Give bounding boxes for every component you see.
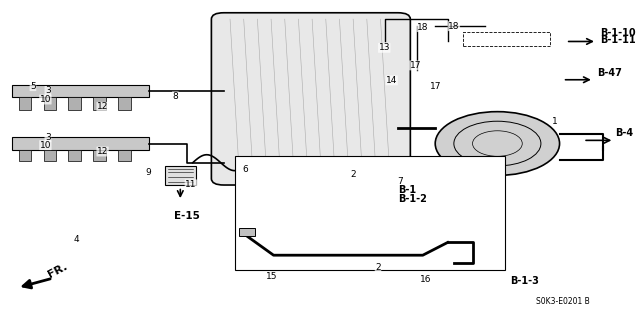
Text: B-4: B-4 [615,128,633,138]
Text: FR.: FR. [47,262,69,280]
Text: B-1-11: B-1-11 [600,35,636,45]
Bar [19,97,31,110]
Bar [463,32,550,46]
Text: 12: 12 [97,102,108,111]
Text: E-15: E-15 [173,211,200,220]
FancyBboxPatch shape [211,13,410,185]
Text: B-1-10: B-1-10 [600,28,636,38]
Text: 14: 14 [386,76,397,85]
Bar [19,150,31,161]
Text: 12: 12 [97,147,108,156]
Text: 18: 18 [448,22,460,31]
Text: 6: 6 [243,165,248,174]
Text: B-1: B-1 [398,185,416,195]
Bar [118,97,131,110]
Text: 1: 1 [552,117,558,126]
Text: B-1-3: B-1-3 [510,276,539,286]
Text: 3: 3 [45,133,51,142]
Text: 11: 11 [185,180,196,189]
Bar [93,150,106,161]
Bar [12,137,149,150]
Bar [12,85,149,97]
Text: 10: 10 [40,141,51,150]
Bar [118,150,131,161]
Text: 2: 2 [350,170,356,179]
Text: 13: 13 [378,43,390,52]
Text: 10: 10 [40,95,51,104]
Bar [44,150,56,161]
Text: B-47: B-47 [597,68,621,78]
Text: 17: 17 [429,82,441,91]
Text: 5: 5 [30,82,36,91]
Text: 2: 2 [375,263,381,272]
Text: 18: 18 [417,23,429,32]
Bar [68,150,81,161]
Text: 16: 16 [420,275,431,284]
Text: S0K3-E0201 B: S0K3-E0201 B [536,297,589,306]
Bar [68,97,81,110]
Text: 7: 7 [397,177,403,186]
Text: 3: 3 [45,86,51,95]
Text: B-1-2: B-1-2 [398,194,427,204]
Bar [235,156,506,270]
Bar [44,97,56,110]
Text: 17: 17 [410,61,421,70]
Text: 4: 4 [74,235,79,244]
Bar [239,228,255,236]
Text: 8: 8 [172,92,178,101]
Bar [93,97,106,110]
Circle shape [435,112,559,175]
Text: 9: 9 [145,168,151,177]
Text: 15: 15 [266,272,278,281]
Bar [164,166,196,185]
